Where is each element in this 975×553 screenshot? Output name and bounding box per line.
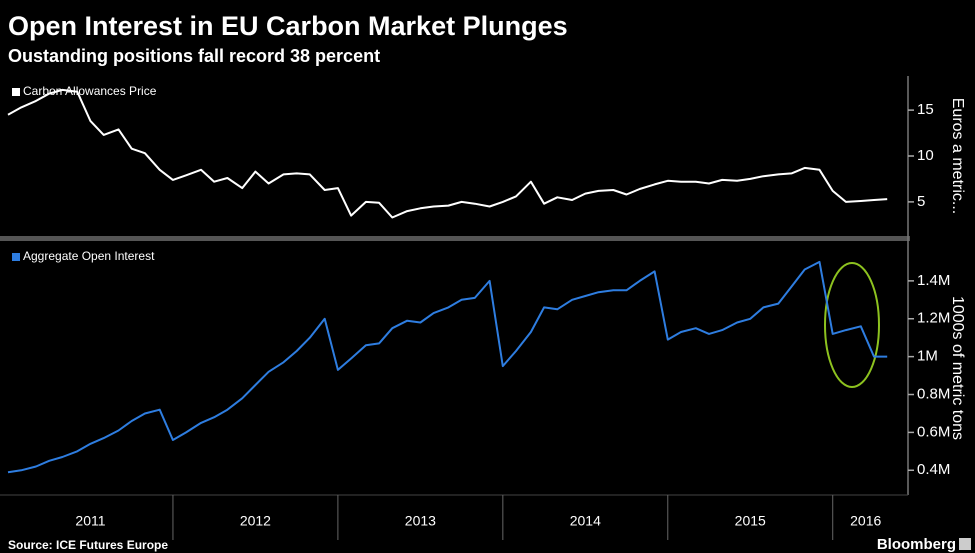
panel-divider [0,236,910,241]
brand: Bloomberg [877,536,956,553]
y-axis-label: Euros a metric... [949,98,966,214]
chart-title: Open Interest in EU Carbon Market Plunge… [8,11,568,41]
y-tick-label: 1.2M [917,310,950,327]
y-tick-label: 10 [917,147,934,164]
y-axis-label: 1000s of metric tons [949,296,966,440]
source: Source: ICE Futures Europe [8,538,168,552]
series-line [7,260,888,474]
x-tick-label: 2013 [405,513,436,529]
brand-mark [959,538,971,550]
y-tick-label: 0.6M [917,423,950,440]
x-tick-label: 2016 [850,513,881,529]
x-tick-label: 2011 [75,513,105,529]
legend-label: Aggregate Open Interest [23,249,155,263]
y-tick-label: 0.4M [917,461,950,478]
legend-swatch [12,88,20,96]
y-tick-label: 1M [917,348,938,365]
y-tick-label: 1.4M [917,272,950,289]
y-tick-label: 0.8M [917,385,950,402]
x-tick-label: 2014 [570,513,601,529]
x-tick-label: 2012 [240,513,271,529]
chart-subtitle: Oustanding positions fall record 38 perc… [8,46,380,66]
series-line [7,88,888,219]
legend-swatch [12,253,20,261]
y-tick-label: 5 [917,193,925,210]
highlight-ellipse [824,262,880,388]
y-tick-label: 15 [917,101,934,118]
legend-label: Carbon Allowances Price [23,84,157,98]
x-tick-label: 2015 [735,513,766,529]
